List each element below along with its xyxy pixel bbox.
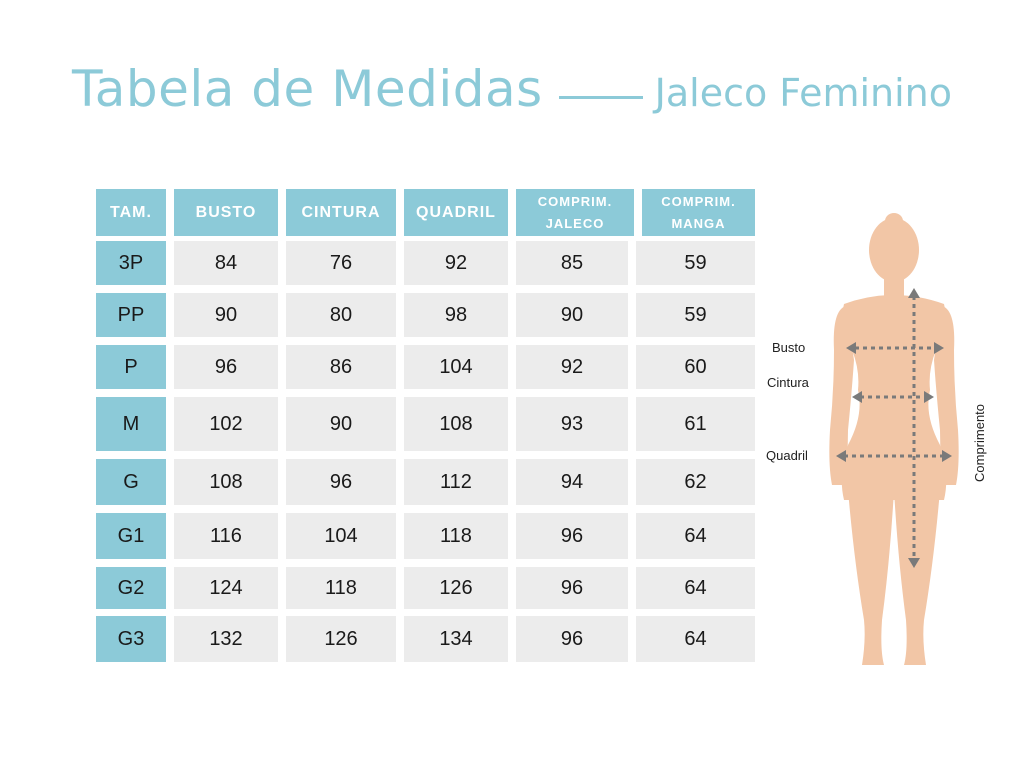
cintura-cell: 126 <box>286 616 396 662</box>
header-busto: BUSTO <box>174 189 278 236</box>
quadril-cell: 118 <box>404 513 508 559</box>
quadril-cell: 134 <box>404 616 508 662</box>
quadril-cell: 108 <box>404 397 508 451</box>
cintura-cell: 90 <box>286 397 396 451</box>
title-main: Tabela de Medidas <box>71 60 543 118</box>
quadril-cell: 98 <box>404 293 508 337</box>
quadril-cell: 92 <box>404 241 508 285</box>
busto-cell: 116 <box>174 513 278 559</box>
size-cell: G1 <box>96 513 166 559</box>
busto-cell: 90 <box>174 293 278 337</box>
comprim-manga-cell: 60 <box>636 345 755 389</box>
label-quadril: Quadril <box>766 448 808 463</box>
size-cell: 3P <box>96 241 166 285</box>
comprim-manga-cell: 64 <box>636 616 755 662</box>
size-cell: P <box>96 345 166 389</box>
comprim-jaleco-cell: 92 <box>516 345 628 389</box>
comprim-manga-cell: 64 <box>636 513 755 559</box>
comprim-jaleco-cell: 96 <box>516 513 628 559</box>
comprim-manga-cell: 59 <box>636 241 755 285</box>
cintura-cell: 96 <box>286 459 396 505</box>
busto-cell: 132 <box>174 616 278 662</box>
header-tam: TAM. <box>96 189 166 236</box>
label-busto: Busto <box>772 340 806 355</box>
busto-cell: 84 <box>174 241 278 285</box>
size-cell: G3 <box>96 616 166 662</box>
comprim-jaleco-cell: 85 <box>516 241 628 285</box>
cintura-cell: 76 <box>286 241 396 285</box>
quadril-cell: 104 <box>404 345 508 389</box>
header-cintura: CINTURA <box>286 189 396 236</box>
label-comprimento: Comprimento <box>972 403 987 482</box>
label-cintura: Cintura <box>767 375 809 390</box>
title-sub: Jaleco Feminino <box>654 71 953 115</box>
header-comprim-jaleco: COMPRIM. JALECO <box>516 189 634 236</box>
comprim-manga-cell: 64 <box>636 567 755 609</box>
busto-cell: 108 <box>174 459 278 505</box>
size-cell: M <box>96 397 166 451</box>
cintura-cell: 118 <box>286 567 396 609</box>
page-title: Tabela de Medidas Jaleco Feminino <box>0 60 1024 118</box>
header-quadril: QUADRIL <box>404 189 508 236</box>
cintura-cell: 104 <box>286 513 396 559</box>
busto-cell: 102 <box>174 397 278 451</box>
comprim-manga-cell: 59 <box>636 293 755 337</box>
cintura-cell: 80 <box>286 293 396 337</box>
cintura-cell: 86 <box>286 345 396 389</box>
comprim-manga-cell: 61 <box>636 397 755 451</box>
busto-cell: 124 <box>174 567 278 609</box>
comprim-jaleco-cell: 94 <box>516 459 628 505</box>
size-cell: PP <box>96 293 166 337</box>
comprim-jaleco-cell: 96 <box>516 567 628 609</box>
comprim-jaleco-cell: 93 <box>516 397 628 451</box>
comprim-jaleco-cell: 96 <box>516 616 628 662</box>
comprim-manga-cell: 62 <box>636 459 755 505</box>
comprim-jaleco-cell: 90 <box>516 293 628 337</box>
title-dash <box>558 96 643 100</box>
busto-cell: 96 <box>174 345 278 389</box>
quadril-cell: 112 <box>404 459 508 505</box>
body-figure <box>760 200 1000 680</box>
header-comprim-manga: COMPRIM. MANGA <box>642 189 755 236</box>
body-silhouette <box>829 213 959 665</box>
quadril-cell: 126 <box>404 567 508 609</box>
size-cell: G <box>96 459 166 505</box>
size-cell: G2 <box>96 567 166 609</box>
